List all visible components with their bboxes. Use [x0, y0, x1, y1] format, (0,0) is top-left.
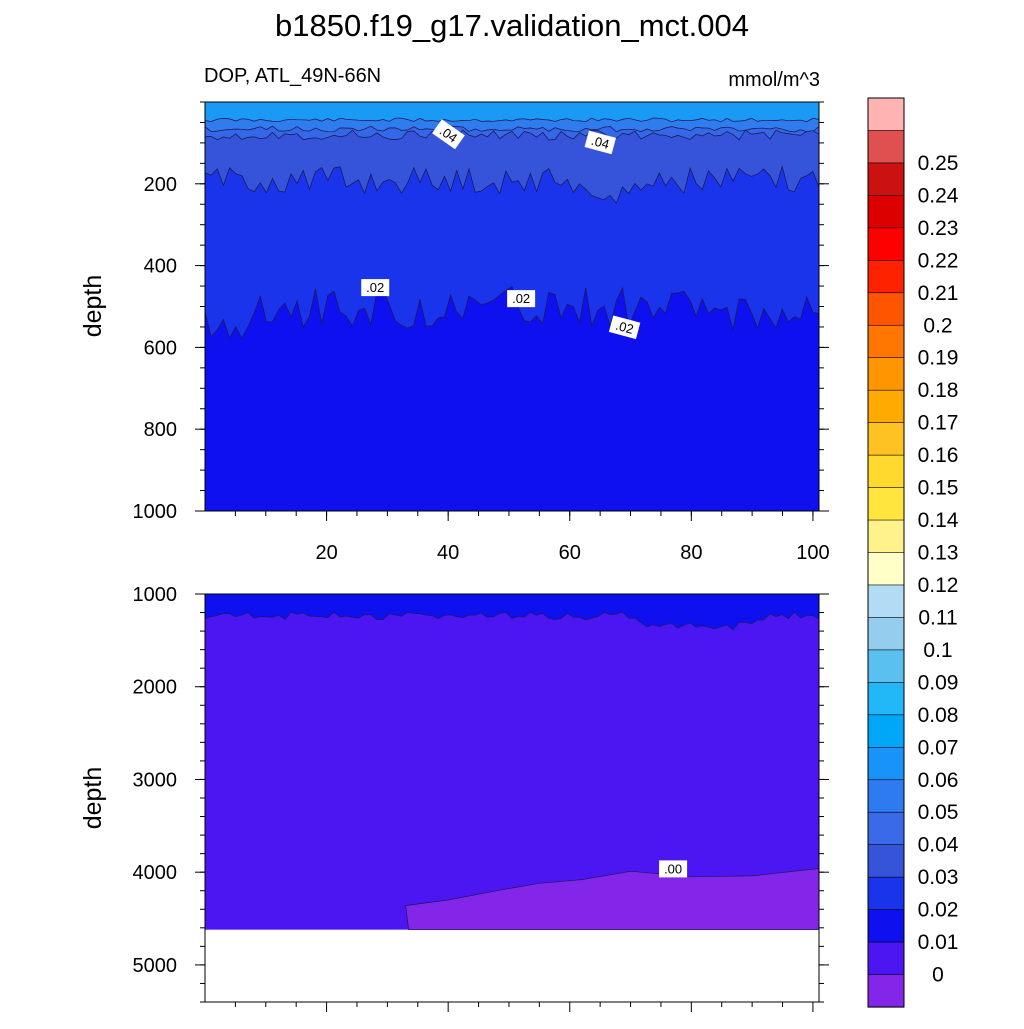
colorbar-swatch: [867, 811, 905, 846]
top-ytick-label: 800: [144, 419, 177, 441]
colorbar-label: 0.01: [918, 931, 959, 954]
colorbar-swatch: [867, 876, 905, 911]
colorbar-swatch: [867, 130, 905, 164]
colorbar-label: 0.07: [918, 736, 959, 759]
colorbar-label: 0.13: [918, 542, 959, 565]
colorbar-swatch: [867, 974, 905, 1008]
colorbar-label: 0: [932, 964, 944, 987]
colorbar-swatch: [867, 324, 905, 359]
colorbar-label: 0.1: [923, 639, 952, 662]
colorbar-swatch: [867, 779, 905, 813]
colorbar-swatch: [867, 389, 905, 424]
top-xtick-label: 40: [437, 542, 459, 564]
colorbar-swatch: [867, 746, 905, 781]
colorbar-swatch: [867, 584, 905, 619]
colorbar-label: 0.09: [918, 671, 959, 694]
colorbar-swatch: [867, 97, 905, 132]
colorbar-frame: [867, 97, 905, 1008]
contour-label: .02: [361, 279, 390, 297]
contour-label-bg: [507, 290, 536, 308]
colorbar-swatch: [867, 519, 905, 554]
bottom-ytick-label: 4000: [133, 862, 178, 884]
contour-label-text: .02: [614, 318, 635, 337]
colorbar-label: 0.16: [918, 444, 959, 467]
colorbar-swatch: [867, 357, 905, 391]
contour-label-text: .00: [664, 861, 682, 876]
subtitle-units: mmol/m^3: [728, 69, 820, 91]
colorbar-swatch: [867, 162, 905, 196]
contour-label-bg: [608, 315, 641, 340]
top-xtick-label: 80: [680, 542, 702, 564]
contour-label: .02: [608, 315, 641, 340]
colorbar-label: 0.08: [918, 704, 959, 727]
contour-label-text: .02: [366, 280, 384, 295]
bottom-ytick-label: 3000: [133, 769, 178, 791]
bottom-panel: 1000 2000 3000 4000 5000 depth .00: [79, 584, 829, 1012]
contour-label-bg: [584, 130, 617, 155]
contour-label-text: .02: [512, 291, 530, 306]
top-panel: 200 400 600 800 1000 20 40 60 80 100 depth .04 .04 .0…: [79, 101, 830, 564]
top-ytick-label: 400: [144, 256, 177, 278]
colorbar-label: 0.11: [918, 606, 957, 629]
colorbar-swatch: [867, 682, 905, 716]
bottom-ylabel: depth: [79, 767, 107, 830]
contour-label-bg: [432, 119, 465, 150]
colorbar-label: 0.02: [918, 899, 959, 922]
contour-label: .00: [659, 860, 688, 878]
colorbar-swatch: [867, 844, 905, 878]
colorbar-swatch: [867, 617, 905, 651]
top-ytick-label: 200: [144, 174, 177, 196]
colorbar-label: 0.24: [918, 184, 959, 207]
chart-title: b1850.f19_g17.validation_mct.004: [275, 8, 749, 43]
colorbar-label: 0.14: [918, 509, 959, 532]
colorbar-swatch: [867, 909, 905, 943]
colorbar-label: 0.05: [918, 801, 959, 824]
colorbar-swatch: [867, 422, 905, 456]
colorbar-swatch: [867, 552, 905, 586]
top-xtick-label: 60: [559, 542, 581, 564]
colorbar-label: 0.17: [918, 412, 959, 435]
colorbar-swatch: [867, 195, 905, 229]
bottom-ytick-label: 5000: [133, 955, 178, 977]
colorbar-label: 0.23: [918, 217, 959, 240]
colorbar-label: 0.19: [918, 347, 959, 370]
colorbar-swatch: [867, 487, 905, 521]
colorbar-label: 0.22: [918, 249, 959, 272]
colorbar-swatch: [867, 260, 905, 294]
contour-band-0: [205, 594, 819, 930]
colorbar-label: 0.21: [918, 282, 959, 305]
contour-label: .02: [507, 290, 536, 308]
colorbar-swatch: [867, 714, 905, 748]
top-xtick-label: 20: [315, 542, 337, 564]
colorbar-swatch: [867, 649, 905, 683]
colorbar-label: 0.12: [918, 574, 959, 597]
colorbar-label: 0.04: [918, 834, 959, 857]
contour-label: .04: [432, 119, 465, 150]
colorbar-label: 0.06: [918, 769, 959, 792]
contour-band-0.01: [204, 286, 820, 512]
colorbar-label: 0.2: [923, 314, 952, 337]
bottom-ytick-label: 2000: [133, 677, 178, 699]
colorbar: 0.25 0.24 0.23 0.22 0.21 0.2 0.19 0.18 0.17 0.16 0…: [867, 97, 959, 1008]
colorbar-label: 0.18: [918, 379, 959, 402]
colorbar-label: 0.03: [918, 866, 959, 889]
colorbar-swatch: [867, 227, 905, 261]
top-ylabel: depth: [79, 275, 107, 338]
colorbar-label: 0.25: [918, 152, 959, 175]
bottom-ytick-label: 1000: [133, 584, 178, 606]
contour-label: .04: [584, 130, 617, 155]
colorbar-swatch: [867, 941, 905, 976]
top-xtick-label: 100: [796, 542, 829, 564]
top-ytick-label: 600: [144, 337, 177, 359]
top-ytick-label: 1000: [133, 501, 178, 523]
colorbar-label: 0.15: [918, 477, 959, 500]
colorbar-swatch: [867, 454, 905, 489]
colorbar-swatch: [867, 292, 905, 326]
subtitle-left: DOP, ATL_49N-66N: [204, 65, 381, 87]
contour-label-bg: [659, 860, 688, 878]
contour-label-text: .04: [590, 133, 611, 152]
contour-label-bg: [361, 279, 390, 297]
